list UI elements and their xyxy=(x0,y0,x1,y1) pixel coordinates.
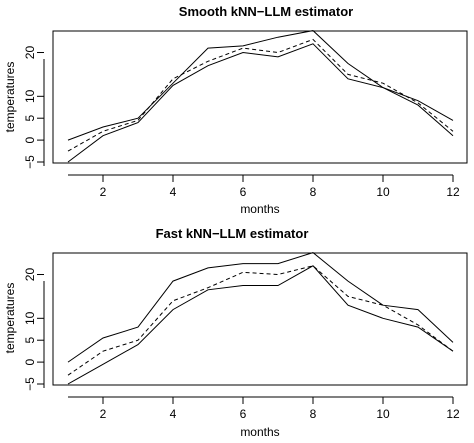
x-tick-label: 8 xyxy=(310,407,317,421)
upper-series-line xyxy=(67,30,454,141)
series-group xyxy=(67,30,454,163)
y-tick-label: 20 xyxy=(23,268,37,282)
plot-frame xyxy=(52,30,468,164)
y-axis-ticks: −5 0 5 10 20 xyxy=(23,268,44,391)
dashed-series-line xyxy=(67,38,454,152)
lower-series-line xyxy=(67,43,454,163)
x-tick-label: 10 xyxy=(376,407,390,421)
x-tick-label: 10 xyxy=(376,185,390,199)
y-tick-label: 10 xyxy=(23,89,37,103)
x-axis-ticks: 2 4 6 8 10 12 xyxy=(100,397,460,421)
x-axis-label: months xyxy=(240,202,279,216)
y-tick-label: 0 xyxy=(23,358,37,365)
x-axis-label: months xyxy=(240,425,279,439)
x-tick-label: 4 xyxy=(170,185,177,199)
y-axis-ticks: −5 0 5 10 20 xyxy=(23,46,44,169)
y-tick-label: 5 xyxy=(23,115,37,122)
x-tick-label: 12 xyxy=(446,185,460,199)
lower-series-line xyxy=(67,265,454,385)
x-tick-label: 2 xyxy=(100,407,107,421)
series-group xyxy=(67,252,454,385)
chart-title: Smooth kNN−LLM estimator xyxy=(179,4,353,19)
x-tick-label: 8 xyxy=(310,185,317,199)
upper-series-line xyxy=(67,252,454,363)
dashed-series-line xyxy=(67,265,454,376)
x-axis-ticks: 2 4 6 8 10 12 xyxy=(100,175,460,199)
y-axis-label: temperatures xyxy=(3,62,17,133)
x-tick-label: 2 xyxy=(100,185,107,199)
smooth-chart-panel: Smooth kNN−LLM estimator 2 4 6 8 10 12 −5 0 5 10… xyxy=(3,4,468,216)
y-tick-label: 5 xyxy=(23,337,37,344)
y-tick-label: 20 xyxy=(23,46,37,60)
x-tick-label: 12 xyxy=(446,407,460,421)
y-tick-label: 0 xyxy=(23,136,37,143)
y-tick-label: −5 xyxy=(23,155,37,169)
x-tick-label: 6 xyxy=(240,185,247,199)
x-tick-label: 4 xyxy=(170,407,177,421)
y-axis-label: temperatures xyxy=(3,283,17,354)
y-tick-label: −5 xyxy=(23,377,37,391)
fast-chart-panel: Fast kNN−LLM estimator 2 4 6 8 10 12 −5 0 5 10 20… xyxy=(3,226,468,439)
chart-title: Fast kNN−LLM estimator xyxy=(156,226,309,241)
x-tick-label: 6 xyxy=(240,407,247,421)
plot-frame xyxy=(52,252,468,386)
y-tick-label: 10 xyxy=(23,311,37,325)
